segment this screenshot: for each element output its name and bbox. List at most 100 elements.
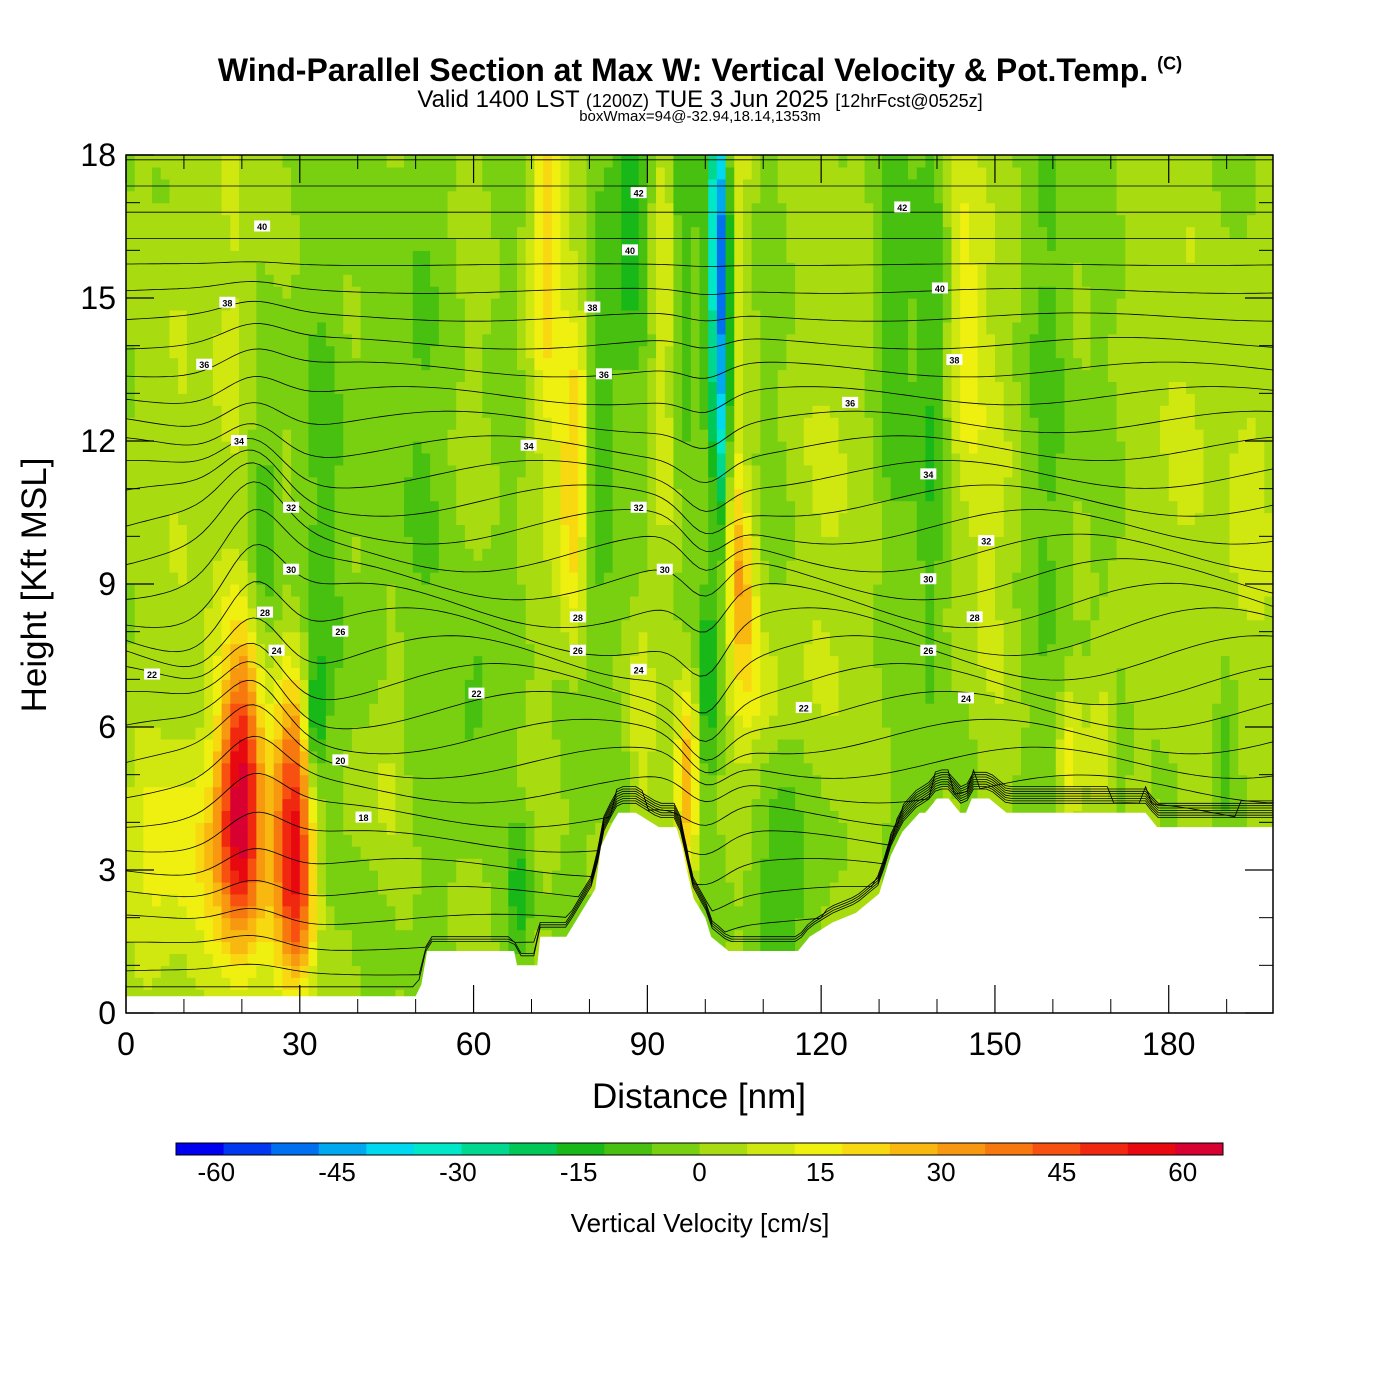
w-cell xyxy=(925,679,935,692)
w-cell xyxy=(212,929,223,943)
w-cell xyxy=(169,786,179,800)
w-cell xyxy=(838,667,848,680)
w-cell xyxy=(977,643,987,657)
w-cell xyxy=(1029,762,1039,776)
w-cell xyxy=(621,595,631,609)
w-cell xyxy=(186,655,197,669)
w-cell xyxy=(517,858,527,871)
w-cell xyxy=(238,905,249,919)
w-cell xyxy=(430,595,440,609)
w-cell xyxy=(1203,679,1213,692)
w-cell xyxy=(152,798,162,812)
w-cell xyxy=(1142,584,1152,597)
w-cell xyxy=(1168,786,1179,800)
w-cell xyxy=(152,643,162,657)
w-cell xyxy=(1264,715,1273,728)
w-cell xyxy=(603,607,614,621)
w-cell xyxy=(786,810,796,823)
w-cell xyxy=(299,679,310,692)
w-cell xyxy=(1064,715,1074,728)
w-cell xyxy=(247,560,257,573)
w-cell xyxy=(230,572,240,585)
w-cell xyxy=(742,750,753,764)
w-cell xyxy=(464,858,475,871)
w-cell xyxy=(725,691,735,704)
w-cell xyxy=(821,655,831,669)
w-cell xyxy=(942,703,953,716)
w-cell xyxy=(829,870,840,883)
w-cell xyxy=(890,584,900,597)
w-cell xyxy=(595,738,605,752)
w-cell xyxy=(525,667,535,680)
w-cell xyxy=(178,965,188,978)
w-cell xyxy=(282,965,292,978)
w-cell xyxy=(134,929,144,943)
w-cell xyxy=(212,965,223,978)
w-cell xyxy=(395,846,405,859)
w-cell xyxy=(212,941,223,955)
w-cell xyxy=(838,560,848,573)
w-cell xyxy=(1177,810,1187,823)
w-cell xyxy=(1003,619,1013,633)
w-cell xyxy=(265,953,275,966)
w-cell xyxy=(725,572,735,585)
w-cell xyxy=(230,989,240,1002)
w-cell xyxy=(308,941,318,955)
w-cell xyxy=(221,965,231,978)
w-cell xyxy=(517,953,527,966)
w-cell xyxy=(308,953,318,966)
w-cell xyxy=(377,822,388,835)
w-cell xyxy=(490,762,501,776)
w-cell xyxy=(169,846,179,859)
w-cell xyxy=(369,905,379,919)
w-cell xyxy=(977,655,987,669)
w-cell xyxy=(238,858,249,871)
w-cell xyxy=(612,667,622,680)
w-cell xyxy=(838,572,848,585)
w-cell xyxy=(247,870,257,883)
w-cell xyxy=(386,858,396,871)
w-cell xyxy=(890,798,900,812)
w-cell xyxy=(1160,810,1170,823)
w-cell xyxy=(803,572,814,585)
w-cell xyxy=(412,774,423,788)
w-cell xyxy=(803,929,814,943)
w-cell xyxy=(343,655,353,669)
w-cell xyxy=(751,858,761,871)
w-cell xyxy=(517,679,527,692)
w-cell xyxy=(656,619,666,633)
w-cell xyxy=(690,607,701,621)
w-cell xyxy=(1264,750,1273,764)
w-cell xyxy=(795,607,805,621)
w-cell xyxy=(369,822,379,835)
w-cell xyxy=(899,786,909,800)
w-cell xyxy=(1186,750,1196,764)
w-cell xyxy=(473,941,483,955)
w-cell xyxy=(786,893,796,907)
w-cell xyxy=(265,786,275,800)
w-cell xyxy=(369,965,379,978)
w-cell xyxy=(178,607,188,621)
w-cell xyxy=(395,810,405,823)
w-cell xyxy=(881,810,892,823)
w-cell xyxy=(838,905,848,919)
w-cell xyxy=(525,846,535,859)
w-cell xyxy=(1220,703,1231,716)
w-cell xyxy=(160,607,171,621)
w-cell xyxy=(1021,703,1031,716)
w-cell xyxy=(256,798,266,812)
w-cell xyxy=(343,893,353,907)
w-cell xyxy=(360,941,370,955)
w-cell xyxy=(855,798,866,812)
w-cell xyxy=(777,941,787,955)
w-cell xyxy=(864,584,874,597)
w-cell xyxy=(664,703,675,716)
w-cell xyxy=(230,655,240,669)
w-cell xyxy=(873,595,883,609)
w-cell xyxy=(351,786,362,800)
w-cell xyxy=(682,810,692,823)
w-cell xyxy=(430,679,440,692)
w-cell xyxy=(899,560,909,573)
w-cell xyxy=(1055,679,1066,692)
w-cell xyxy=(482,834,492,847)
